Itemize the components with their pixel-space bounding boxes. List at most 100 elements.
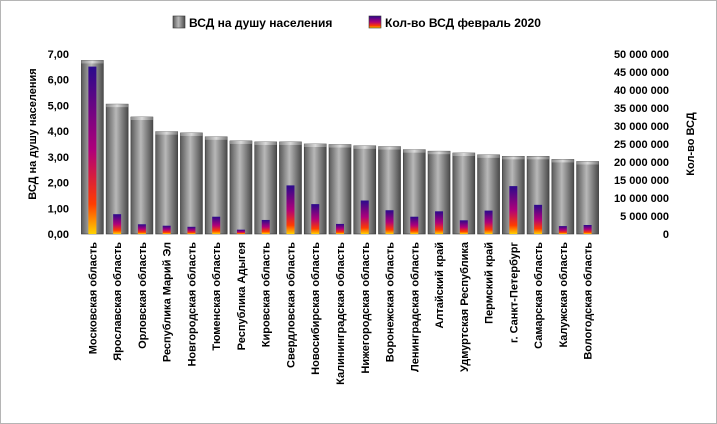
bar-vsd-count	[212, 216, 221, 234]
category-label: Ленинградская область	[409, 242, 421, 372]
category-label: Калужская область	[558, 242, 570, 348]
bar-top-bevel	[254, 141, 277, 145]
bar-top-bevel	[576, 161, 599, 165]
bar-vsd-count	[484, 210, 493, 234]
y-axis-title-left: ВСД на душу населения	[27, 68, 39, 199]
bar-top-bevel	[155, 131, 178, 135]
bar-vsd-count	[261, 219, 270, 234]
y-tick-left: 0,00	[48, 229, 69, 241]
bar-vsd-count	[311, 204, 320, 234]
bar-top-bevel	[81, 60, 104, 64]
bar-top-bevel	[130, 117, 153, 120]
category-label: Удмуртская Республика	[459, 241, 471, 372]
bar-top-bevel	[106, 104, 129, 108]
bar-vsd-per-capita	[155, 131, 178, 235]
bar-vsd-per-capita	[328, 144, 352, 235]
bar-top-bevel	[477, 154, 500, 158]
category-label: Новосибирская область	[310, 242, 322, 375]
category-label: Новгородская область	[186, 242, 198, 367]
category-label: Ярославская область	[112, 242, 124, 361]
y-tick-right: 40 000 000	[614, 85, 669, 97]
bar-top-bevel	[502, 156, 525, 160]
bar-vsd-count	[385, 210, 394, 234]
legend-swatch-vsd-per-capita	[172, 15, 186, 29]
legend-swatch-vsd-count	[368, 15, 382, 29]
legend: ВСД на душу населения Кол-во ВСД февраль…	[172, 15, 541, 30]
bar-top-bevel	[428, 151, 451, 155]
category-label: Алтайский край	[434, 242, 446, 329]
bar-top-bevel	[353, 145, 376, 149]
category-label: Калининградская область	[335, 242, 347, 385]
bar-vsd-count	[137, 224, 146, 234]
category-label: Воронежская область	[385, 242, 397, 362]
bar-top-bevel	[229, 140, 252, 144]
bar-vsd-count	[88, 66, 97, 234]
bar-top-bevel	[452, 153, 475, 156]
bar-vsd-per-capita	[551, 159, 575, 235]
y-tick-right: 15 000 000	[614, 175, 669, 187]
bar-vsd-count	[286, 185, 295, 234]
category-label: Московская область	[87, 242, 99, 354]
bar-vsd-count	[558, 226, 567, 234]
bar-vsd-count	[459, 220, 468, 234]
category-label: г. Санкт-Петербург	[508, 242, 520, 343]
bar-top-bevel	[527, 156, 550, 160]
y-tick-left: 7,00	[48, 49, 69, 61]
bar-vsd-per-capita	[229, 140, 253, 235]
y-tick-left: 3,00	[48, 152, 69, 164]
bar-vsd-count	[410, 216, 419, 234]
bar-vsd-per-capita	[130, 116, 154, 235]
bar-top-bevel	[205, 136, 228, 140]
y-tick-right: 10 000 000	[614, 193, 669, 205]
bar-vsd-count	[509, 186, 518, 234]
y-tick-right: 50 000 000	[614, 49, 669, 61]
bar-vsd-count	[162, 225, 171, 234]
bar-vsd-count	[113, 214, 122, 234]
category-label: Тюменская область	[211, 242, 223, 351]
y-tick-right: 0	[663, 229, 669, 241]
category-label: Самарская область	[533, 242, 545, 349]
legend-label-vsd-per-capita: ВСД на душу населения	[189, 16, 332, 30]
bar-top-bevel	[304, 144, 327, 147]
bar-top-bevel	[180, 132, 203, 136]
y-axis-title-right: Кол-во ВСД	[685, 112, 697, 176]
y-tick-left: 2,00	[48, 178, 69, 190]
bar-vsd-count	[534, 204, 543, 234]
bar-vsd-count	[435, 211, 444, 234]
category-label: Кировская область	[261, 242, 273, 347]
y-tick-left: 6,00	[48, 75, 69, 87]
y-tick-left: 5,00	[48, 100, 69, 112]
category-label: Вологодская область	[583, 242, 595, 360]
bar-vsd-per-capita	[180, 132, 203, 235]
category-label: Свердловская область	[285, 242, 297, 368]
y-tick-left: 1,00	[48, 203, 69, 215]
bar-vsd-count	[336, 223, 344, 234]
bars	[81, 60, 599, 235]
category-label: Орловская область	[137, 242, 149, 349]
left-axis-ticks: 0,00 1,00 2,00 3,00 4,00 5,00 6,00 7,00	[48, 49, 69, 241]
bar-top-bevel	[329, 144, 351, 148]
bar-vsd-count	[360, 200, 369, 234]
bar-top-bevel	[279, 141, 302, 145]
y-tick-right: 25 000 000	[614, 139, 669, 151]
y-tick-left: 4,00	[48, 126, 69, 138]
y-tick-right: 5 000 000	[620, 211, 669, 223]
y-tick-right: 45 000 000	[614, 67, 669, 79]
y-tick-right: 35 000 000	[614, 103, 669, 115]
y-tick-right: 30 000 000	[614, 121, 669, 133]
right-axis-ticks: 0 5 000 000 10 000 000 15 000 000 20 000 000…	[614, 49, 669, 241]
bar-top-bevel	[378, 146, 401, 150]
bar-vsd-per-capita	[576, 161, 599, 235]
category-labels: Московская область Ярославская область Орл…	[87, 241, 594, 385]
category-label: Республика Марий Эл	[162, 242, 174, 362]
bar-top-bevel	[403, 149, 426, 153]
category-label: Республика Адыгея	[236, 242, 248, 350]
bar-top-bevel	[551, 159, 574, 163]
bar-vsd-count	[187, 226, 196, 234]
legend-label-vsd-count: Кол-во ВСД февраль 2020	[385, 16, 541, 30]
y-tick-right: 20 000 000	[614, 157, 669, 169]
bar-vsd-count	[236, 229, 245, 234]
bar-vsd-count	[583, 225, 592, 234]
category-label: Нижегородская область	[360, 242, 372, 374]
